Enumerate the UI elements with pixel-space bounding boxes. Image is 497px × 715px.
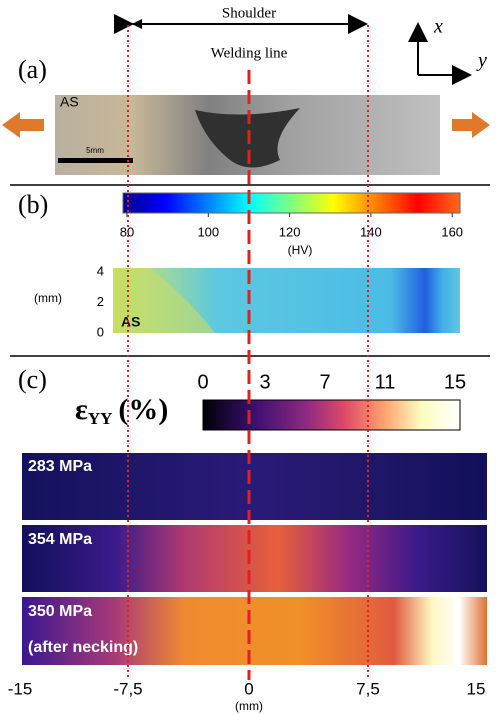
strain-map bbox=[22, 597, 487, 665]
y-tick-label: 2 bbox=[97, 294, 104, 309]
load-arrow-left bbox=[2, 112, 44, 138]
stress-note: (after necking) bbox=[28, 639, 138, 656]
hardness-region bbox=[113, 268, 215, 333]
strain-colorbar bbox=[202, 399, 461, 431]
strain-map bbox=[22, 525, 487, 592]
x-tick-label: -15 bbox=[8, 679, 33, 698]
colorbar-tick-label: 3 bbox=[259, 371, 270, 393]
axis-x-label: x bbox=[433, 16, 443, 38]
stress-label: 350 MPa bbox=[28, 603, 92, 620]
y-tick-label: 0 bbox=[97, 324, 104, 339]
colorbar-tick-label: 15 bbox=[444, 371, 466, 393]
scale-bar bbox=[58, 158, 133, 163]
strain-map bbox=[22, 453, 487, 520]
y-tick-label: 4 bbox=[97, 263, 104, 278]
panel-label: (c) bbox=[18, 365, 47, 394]
strain-label: εYY (%) bbox=[75, 393, 168, 428]
x-tick-label: 0 bbox=[244, 679, 253, 698]
colorbar-unit: (HV) bbox=[288, 243, 313, 257]
as-label: AS bbox=[121, 314, 140, 330]
colorbar-tick-label: 160 bbox=[441, 224, 463, 239]
colorbar-tick-label: 11 bbox=[375, 371, 396, 393]
shoulder-label: Shoulder bbox=[222, 5, 276, 21]
strain-unit: (%) bbox=[118, 393, 168, 426]
x-tick-label: 7,5 bbox=[356, 679, 380, 698]
colorbar-tick-label: 120 bbox=[279, 224, 301, 239]
colorbar-tick-label: 7 bbox=[319, 371, 330, 393]
x-unit: (mm) bbox=[235, 699, 263, 713]
as-label: AS bbox=[60, 94, 79, 110]
stress-label: 354 MPa bbox=[28, 531, 92, 548]
x-tick-label: -7,5 bbox=[113, 679, 142, 698]
y-unit: (mm) bbox=[34, 291, 62, 305]
colorbar-tick-label: 100 bbox=[197, 224, 219, 239]
arrow-head bbox=[132, 19, 142, 29]
colorbar-tick-label: 0 bbox=[197, 371, 208, 393]
strain-subscript: YY bbox=[88, 409, 113, 428]
panel-label: (a) bbox=[18, 55, 47, 84]
axis-y-label: y bbox=[476, 50, 487, 72]
load-arrow-right bbox=[452, 112, 490, 138]
panel-label: (b) bbox=[18, 190, 48, 219]
welding-line-label: Welding line bbox=[211, 45, 288, 61]
scale-bar-label: 5mm bbox=[86, 146, 104, 155]
strain-symbol: ε bbox=[75, 393, 88, 426]
hardness-colorbar bbox=[122, 192, 461, 214]
colorbar-tick-label: 140 bbox=[360, 224, 382, 239]
x-tick-label: 15 bbox=[467, 679, 486, 698]
stress-label: 283 MPa bbox=[28, 458, 92, 475]
